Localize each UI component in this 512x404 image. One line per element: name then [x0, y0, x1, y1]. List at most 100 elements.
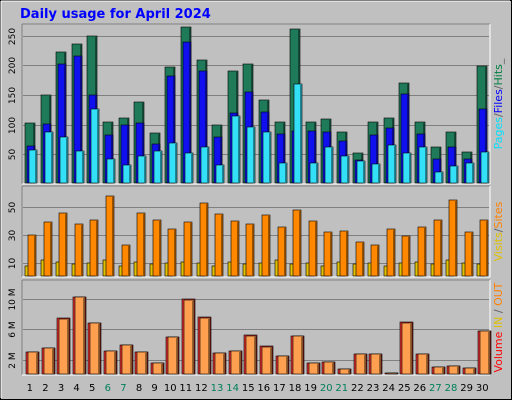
bar-sites-day-15 [245, 223, 255, 277]
bar-fill [153, 150, 163, 184]
bar-shade [473, 369, 475, 374]
bar-shade [143, 214, 145, 276]
bar-fill [136, 351, 148, 375]
bar-fill [449, 165, 459, 184]
bar-volume-out--day-25 [401, 322, 413, 375]
bar-fill [74, 296, 86, 375]
bar-shade [98, 324, 100, 374]
bar-sites-day-1 [27, 234, 37, 277]
x-tick-label: 24 [382, 383, 395, 394]
bar-shade [379, 355, 381, 374]
bar-fill [75, 150, 85, 184]
bar-shade [346, 232, 348, 276]
bar-fill [90, 108, 100, 184]
bar-shade [487, 153, 489, 183]
x-tick-label: 8 [136, 383, 142, 394]
y-tick-label: 30 [8, 230, 18, 242]
bar-shade [486, 221, 488, 276]
bar-fill [261, 214, 271, 277]
bar-shade [191, 154, 193, 183]
bar-sites-day-23 [370, 244, 380, 277]
bar-sites-day-27 [433, 219, 443, 277]
legend-label-part: / [492, 85, 505, 89]
x-tick-label: 22 [351, 383, 364, 394]
bar-shade [424, 228, 426, 276]
bar-shade [252, 225, 254, 276]
bar-shade [347, 157, 349, 183]
bar-volume-out--day-30 [479, 330, 491, 375]
x-tick-label: 25 [398, 383, 411, 394]
x-tick-label: 16 [257, 383, 270, 394]
legend-label-part: Sites [492, 201, 505, 228]
bar-shade [66, 138, 68, 183]
bar-volume-out--day-16 [261, 346, 273, 375]
bar-shade [35, 151, 37, 183]
bar-shade [145, 353, 147, 374]
bar-fill [152, 362, 164, 375]
bar-fill [137, 155, 147, 184]
panel-plot-area [22, 24, 490, 184]
bar-pages-day-4 [75, 150, 85, 184]
bar-shade [97, 110, 99, 183]
bar-volume-out--day-22 [355, 353, 367, 375]
legend-label-part: Hits [492, 64, 505, 86]
bar-shade [205, 72, 207, 183]
bar-shade [485, 110, 487, 183]
bar-shade [67, 320, 69, 374]
bar-volume-out--day-3 [58, 318, 70, 375]
y-tick-label: 200 [8, 57, 18, 74]
bar-shade [36, 353, 38, 374]
bar-shade [300, 85, 302, 183]
bar-fill [418, 146, 428, 184]
bar-pages-day-21 [340, 155, 350, 184]
panel-legend-label: Visits/Sites [492, 201, 505, 261]
bar-fill [387, 144, 397, 184]
panel-visits-sites: 10 30 50 Visits/Sites [8, 185, 505, 278]
bar-fill [167, 336, 179, 375]
bar-fill [105, 195, 115, 277]
bar-fill [245, 223, 255, 277]
bar-shade [159, 221, 161, 276]
bar-sites-day-11 [183, 221, 193, 277]
bar-fill [231, 115, 241, 184]
bar-volume-out--day-10 [167, 336, 179, 375]
bar-volume-out--day-28 [448, 365, 460, 375]
bar-shade [317, 364, 319, 374]
bar-volume-out--day-7 [121, 344, 133, 375]
bar-fill [230, 220, 240, 277]
bar-volume-out--day-14 [230, 350, 242, 375]
bar-sites-day-18 [292, 209, 302, 277]
bar-fill [417, 226, 427, 277]
bar-fill [324, 146, 334, 184]
bar-shade [315, 222, 317, 276]
bar-fill [386, 372, 398, 375]
bar-pages-day-16 [262, 131, 272, 184]
bar-pages-day-29 [465, 162, 475, 184]
bar-fill [401, 235, 411, 277]
bar-fill [433, 366, 445, 375]
legend-label-part: Volume [492, 331, 505, 372]
x-tick-label: 4 [73, 383, 79, 394]
x-tick-label: 1 [27, 383, 33, 394]
bar-shade [269, 133, 271, 183]
x-tick-label: 30 [476, 383, 489, 394]
bar-volume-out--day-1 [27, 351, 39, 375]
bar-shade [362, 243, 364, 276]
bar-shade [223, 354, 225, 374]
legend-label-part: OUT [492, 282, 505, 306]
bar-shade [192, 301, 194, 374]
y-tick-label: 50 [8, 202, 18, 214]
bar-shade [82, 152, 84, 183]
bar-shade [394, 146, 396, 183]
bar-sites-day-9 [152, 219, 162, 277]
bar-sites-day-12 [199, 202, 209, 277]
bar-pages-day-27 [434, 171, 444, 184]
bar-shade [50, 223, 52, 276]
bar-pages-day-7 [122, 164, 132, 184]
bar-sites-day-4 [74, 223, 84, 277]
bar-shade [314, 132, 316, 183]
bar-volume-out--day-5 [89, 322, 101, 375]
bar-sites-day-24 [386, 228, 396, 277]
bar-shade [65, 214, 67, 276]
